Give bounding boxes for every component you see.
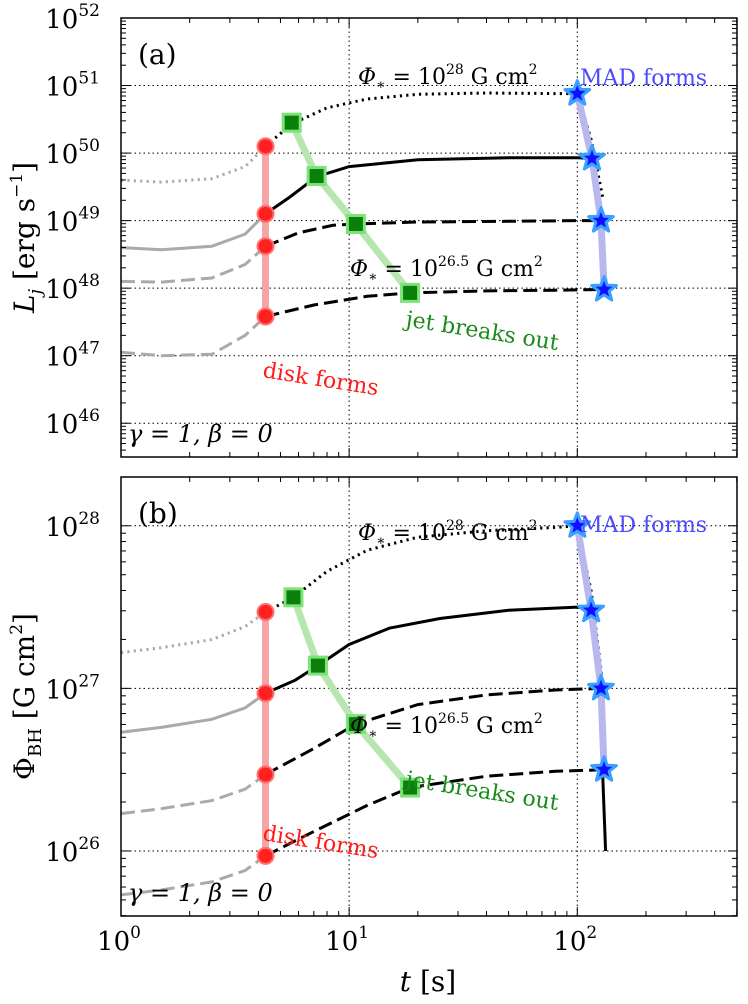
panel-label: (b) (138, 497, 178, 530)
grid (121, 477, 737, 916)
phi-upper-label: Φ∗ = 1028 G cm2 (358, 518, 537, 549)
mad-forms-line (573, 92, 608, 290)
mad-marker (587, 206, 615, 233)
jet-breakout-line (290, 596, 413, 790)
disk-marker (256, 765, 275, 784)
disk-forms-label: disk forms (261, 358, 380, 401)
mad-marker (590, 755, 618, 782)
jet-breakout-line (288, 121, 413, 296)
pre-disk-curve (121, 245, 267, 284)
mad-marker (563, 79, 592, 106)
disk-marker (256, 137, 275, 156)
series-line (264, 91, 605, 201)
x-axis-label: t [s] (400, 965, 456, 998)
disk-marker (256, 684, 275, 703)
mad-marker (563, 511, 592, 538)
breakout-marker (306, 166, 327, 187)
y-tick-label: 1050 (45, 136, 100, 170)
y-axis-label: Lj [erg s−1] (7, 162, 46, 314)
x-tick-label: 101 (325, 923, 369, 957)
plot-area (121, 511, 618, 897)
pre-disk-curve (121, 610, 267, 655)
phi-lower-label: Φ∗ = 1026.5 G cm2 (350, 711, 543, 742)
plot-area (121, 79, 618, 358)
y-tick-label: 1048 (45, 271, 100, 305)
y-tick-label: 1027 (45, 671, 100, 705)
panel-b: 1026 1027 1028 (b) Φ∗ = 1028 G cm2 Φ∗ = 1026.… (7, 476, 738, 917)
mad-marker (578, 144, 606, 171)
mad-forms-line (573, 525, 608, 770)
mad-forms-label: MAD forms (580, 66, 707, 91)
jet-breaks-out-label: jet breaks out (401, 307, 560, 356)
disk-marker (256, 204, 275, 223)
y-axis: 1046 1047 1048 1049 1050 1051 1052 (45, 1, 737, 451)
panel-label: (a) (138, 38, 177, 71)
series-line (264, 686, 602, 776)
pre-disk-curve (121, 773, 267, 816)
plot-frame (120, 476, 738, 917)
y-tick-label: 1051 (45, 69, 100, 103)
mad-marker (577, 595, 605, 623)
pre-disk-curve (121, 145, 267, 184)
breakout-marker (400, 777, 421, 798)
breakout-marker (345, 213, 366, 234)
pre-disk-curve (121, 212, 267, 252)
breakout-marker (283, 587, 304, 608)
plot-frame (120, 17, 738, 458)
x-tick-label: 102 (553, 923, 597, 957)
pre-disk-curve (121, 315, 267, 358)
disk-marker (256, 237, 275, 256)
y-tick-label: 1026 (45, 834, 100, 868)
x-axis: 100 101 102 t [s] (97, 923, 597, 998)
disk-marker (256, 846, 275, 865)
mad-forms-label: MAD forms (580, 513, 707, 538)
breakout-marker (345, 714, 366, 735)
params-label: γ = 1, β = 0 (128, 879, 273, 907)
x-tick-label: 100 (97, 923, 141, 957)
y-axis: 1026 1027 1028 (45, 509, 737, 917)
phi-lower-label: Φ∗ = 1026.5 G cm2 (350, 254, 543, 285)
breakout-marker (281, 112, 302, 133)
series-line (264, 219, 601, 248)
y-tick-label: 1046 (45, 406, 100, 440)
pre-disk-curve (121, 854, 267, 897)
series-line (264, 768, 605, 858)
breakout-marker (400, 282, 421, 303)
pre-disk-curve (121, 691, 267, 734)
y-tick-label: 1028 (45, 509, 100, 543)
mad-marker (587, 673, 615, 701)
y-tick-label: 1049 (45, 204, 100, 238)
breakout-marker (307, 655, 328, 676)
y-tick-label: 1052 (45, 1, 100, 35)
panel-a: 1046 1047 1048 1049 1050 1051 1052 (a) Φ∗ = 1028… (7, 1, 738, 458)
phi-upper-label: Φ∗ = 1028 G cm2 (358, 62, 537, 93)
x-axis-ticks (120, 477, 738, 916)
params-label: γ = 1, β = 0 (128, 420, 273, 448)
disk-marker (256, 307, 275, 326)
jet-breaks-out-label: jet breaks out (401, 767, 560, 816)
disk-marker (256, 602, 275, 621)
mad-marker (590, 275, 618, 302)
y-tick-label: 1047 (45, 339, 100, 373)
y-axis-label: ΦBH [G cm2] (7, 613, 46, 780)
x-axis-ticks (120, 18, 738, 457)
